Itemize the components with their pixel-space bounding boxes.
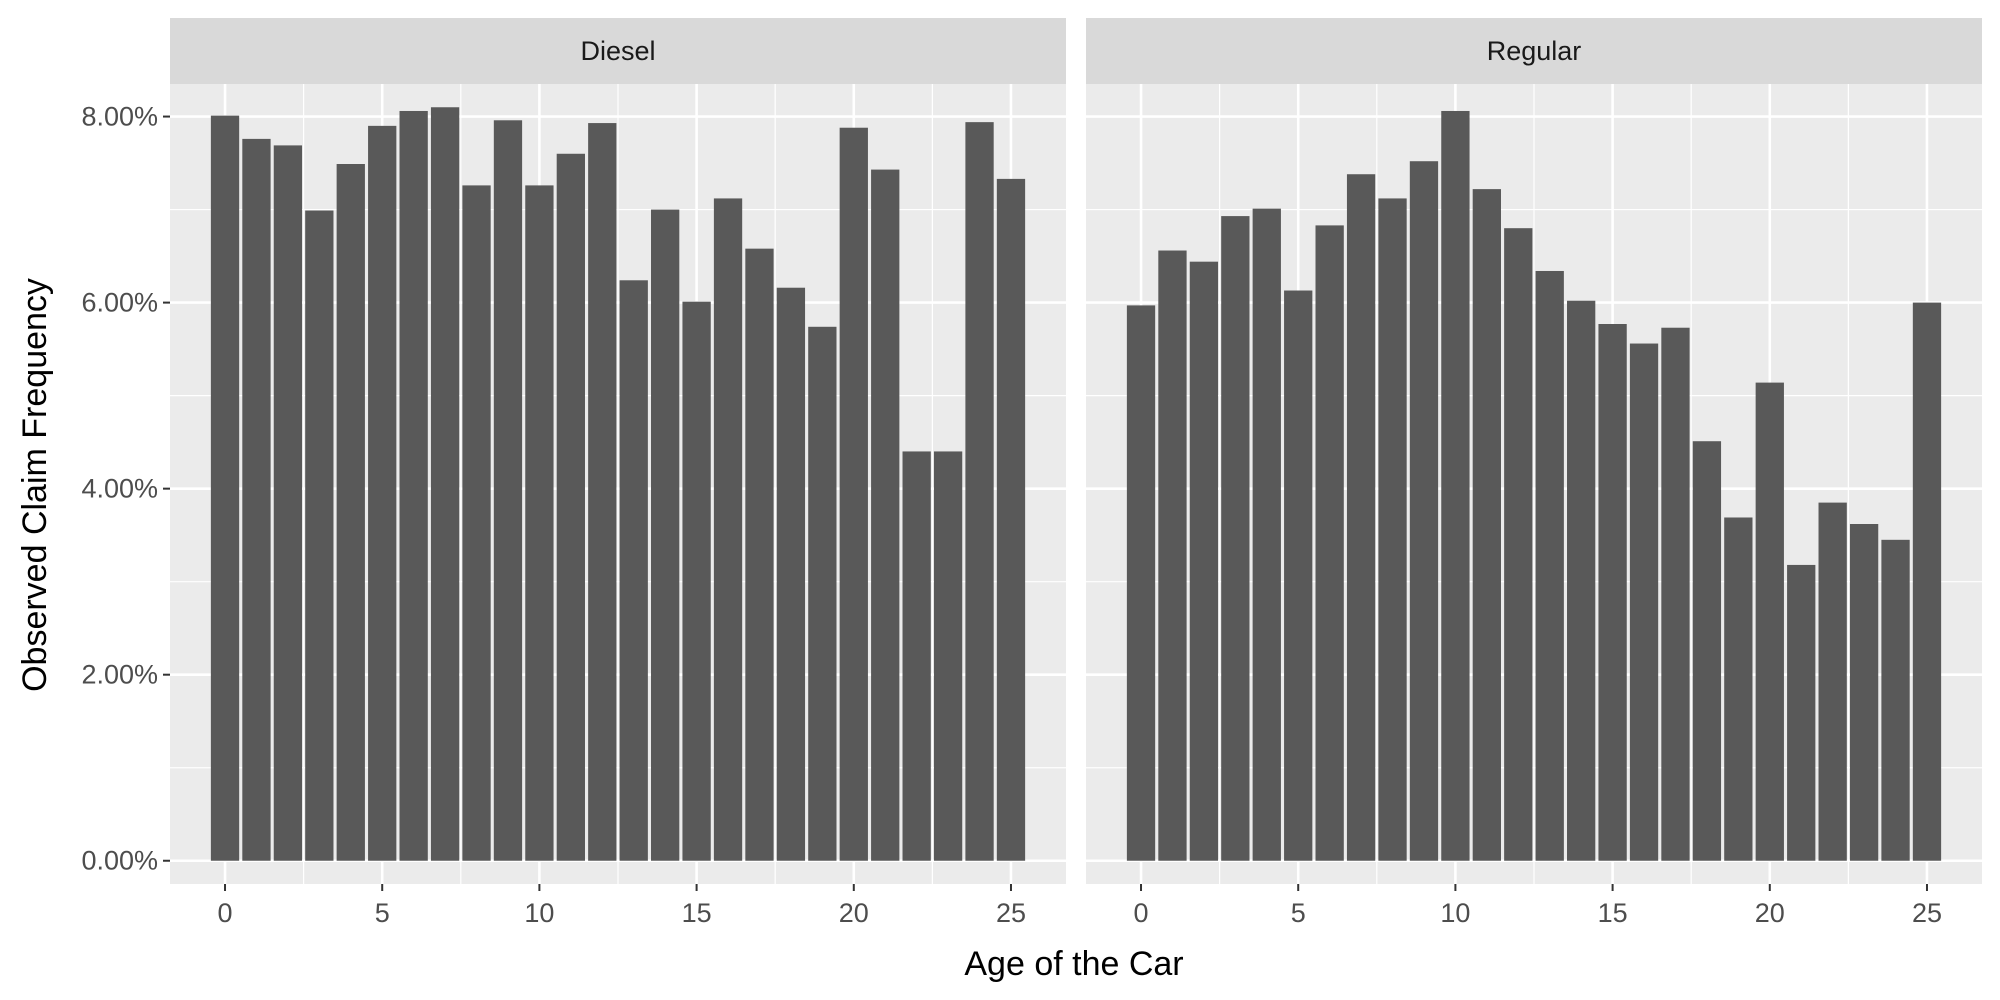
x-tick-label: 20 bbox=[839, 898, 869, 928]
bar bbox=[462, 185, 491, 861]
bar bbox=[1284, 290, 1313, 861]
bar bbox=[336, 164, 365, 861]
bar bbox=[1189, 261, 1219, 861]
bar bbox=[242, 138, 271, 861]
y-tick-label: 8.00% bbox=[81, 102, 158, 132]
bar bbox=[430, 107, 460, 861]
bar bbox=[1692, 441, 1722, 861]
bar bbox=[1315, 225, 1344, 861]
bar bbox=[965, 122, 994, 861]
bar bbox=[1409, 161, 1439, 861]
x-tick-label: 10 bbox=[1440, 898, 1470, 928]
bar bbox=[1849, 524, 1879, 861]
facet-strip-regular bbox=[1086, 18, 1982, 84]
x-axis-title: Age of the Car bbox=[964, 945, 1183, 983]
bar bbox=[210, 115, 240, 861]
bar bbox=[713, 198, 743, 861]
bar bbox=[1629, 343, 1659, 861]
x-tick-label: 25 bbox=[996, 898, 1026, 928]
panel-regular: Regular 0 5 10 15 20 25 bbox=[1086, 18, 1982, 928]
y-tick-label: 0.00% bbox=[81, 846, 158, 876]
bar bbox=[619, 280, 648, 861]
bar bbox=[1158, 250, 1187, 861]
bar bbox=[651, 209, 680, 861]
facet-strip-label-regular: Regular bbox=[1487, 36, 1582, 66]
bar bbox=[1818, 502, 1847, 861]
bar bbox=[933, 451, 963, 861]
bar bbox=[399, 110, 428, 861]
bar bbox=[1346, 174, 1376, 861]
bar bbox=[1787, 564, 1816, 861]
bar bbox=[368, 125, 397, 861]
x-tick-label: 10 bbox=[524, 898, 554, 928]
bar bbox=[305, 210, 334, 861]
y-axis-title: Observed Claim Frequency bbox=[16, 278, 54, 692]
x-axis-diesel: 0 5 10 15 20 25 bbox=[218, 884, 1026, 928]
bar bbox=[776, 287, 806, 861]
x-tick-label: 25 bbox=[1912, 898, 1942, 928]
bar bbox=[1567, 300, 1596, 861]
bar bbox=[1504, 228, 1533, 861]
bar bbox=[1535, 270, 1564, 861]
bar bbox=[1472, 189, 1501, 861]
bar bbox=[1441, 110, 1470, 861]
x-tick-label: 0 bbox=[1134, 898, 1149, 928]
bars-diesel bbox=[210, 107, 1026, 861]
bar bbox=[1912, 302, 1942, 861]
panel-diesel: Diesel 0 5 10 15 20 25 bbox=[170, 18, 1066, 928]
facet-strip-diesel bbox=[170, 18, 1066, 84]
bar bbox=[745, 248, 774, 861]
x-tick-label: 0 bbox=[218, 898, 233, 928]
bar bbox=[871, 169, 900, 861]
bar bbox=[1724, 517, 1753, 861]
bar bbox=[1881, 539, 1910, 861]
bar bbox=[1378, 198, 1407, 861]
bar bbox=[902, 451, 931, 861]
x-tick-label: 5 bbox=[1291, 898, 1306, 928]
bar bbox=[273, 145, 303, 861]
facet-strip-label-diesel: Diesel bbox=[580, 36, 655, 66]
x-tick-label: 15 bbox=[1598, 898, 1628, 928]
x-axis-regular: 0 5 10 15 20 25 bbox=[1134, 884, 1942, 928]
bar bbox=[525, 185, 554, 861]
bar bbox=[808, 326, 837, 861]
bar bbox=[493, 120, 523, 861]
bar bbox=[556, 153, 585, 861]
y-tick-label: 4.00% bbox=[81, 474, 158, 504]
bar bbox=[1598, 324, 1627, 861]
bar bbox=[1252, 208, 1281, 861]
y-tick-label: 2.00% bbox=[81, 660, 158, 690]
bar bbox=[1221, 216, 1250, 861]
bar bbox=[1126, 305, 1156, 861]
bars-regular bbox=[1126, 110, 1942, 861]
bar bbox=[588, 123, 617, 861]
y-axis: 0.00% 2.00% 4.00% 6.00% 8.00% bbox=[81, 102, 170, 876]
bar bbox=[1755, 382, 1784, 861]
bar bbox=[682, 301, 711, 861]
bar bbox=[1661, 327, 1690, 861]
y-tick-label: 6.00% bbox=[81, 288, 158, 318]
x-tick-label: 20 bbox=[1755, 898, 1785, 928]
bar bbox=[839, 127, 868, 861]
x-tick-label: 5 bbox=[375, 898, 390, 928]
panels-layer: Diesel 0 5 10 15 20 25 Regular 0 5 10 15 20 25 bbox=[170, 18, 1982, 928]
bar bbox=[996, 178, 1026, 861]
x-tick-label: 15 bbox=[682, 898, 712, 928]
